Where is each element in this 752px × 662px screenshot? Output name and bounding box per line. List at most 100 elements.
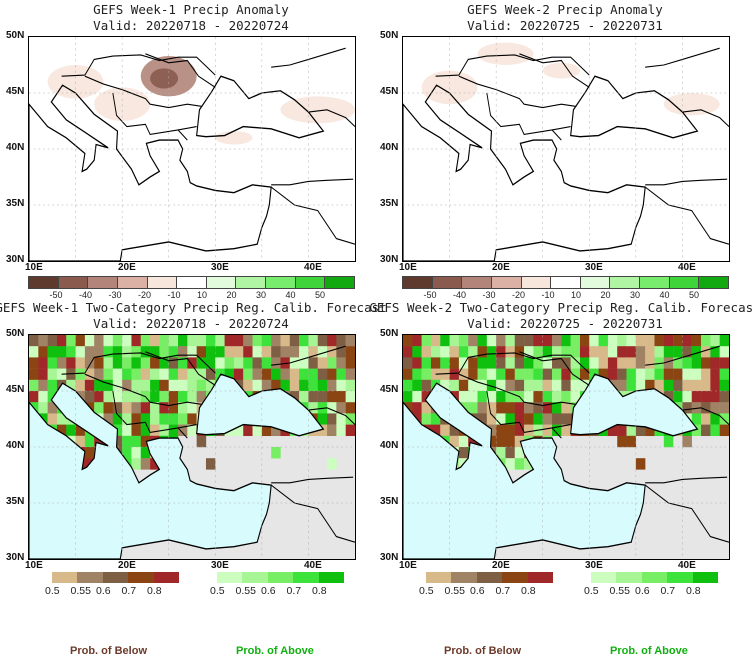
grid-cell [673,368,683,381]
country-border [645,47,720,68]
grid-cell [710,379,720,392]
colorbar-swatch [325,277,355,288]
grid-cell [542,379,553,392]
colorbar-label: 0.7 [286,585,302,597]
colorbar-label: -40 [79,290,93,300]
coastline [29,84,272,261]
grid-cell [159,357,169,369]
grid-cell [243,368,253,381]
grid-cell [187,368,197,381]
grid-cell [505,402,515,414]
grid-cell [94,357,104,369]
grid-cell [150,402,160,414]
grid-cell [168,368,179,381]
lon-tick-label: 20E [492,262,510,273]
grid-cell [336,379,346,392]
colorbar-swatch [88,277,118,288]
grid-cell [299,379,309,392]
grid-cell [140,402,151,414]
colorbar-swatch [692,572,719,583]
grid-cell [458,368,469,381]
country-border [177,427,188,439]
grid-cell [412,357,422,369]
grid-cell [486,368,497,381]
grid-cell [570,368,581,381]
grid-cell [458,435,469,448]
grid-cell [140,435,151,448]
grid-cell [421,346,432,358]
grid-cell [701,346,711,358]
grid-cell [159,413,169,425]
grid-cell [112,391,123,403]
grid-cell [421,335,432,347]
anomaly-area [663,93,720,116]
grid-cell [224,346,235,358]
country-border [682,109,729,128]
grid-cell [486,357,497,369]
grid-cell [626,357,637,369]
grid-cell [533,413,543,425]
colorbar-swatch [153,572,180,583]
grid-cell [103,379,114,392]
grid-cell [682,435,692,448]
colorbar-label: 0.8 [147,585,162,597]
grid-cell [224,335,235,347]
colorbar-label: 20 [600,290,611,300]
grid-cell [440,335,450,347]
grid-cell [243,335,253,347]
grid-cell [317,346,328,358]
grid-cell [421,391,432,403]
grid-cell [327,357,337,369]
grid-cell [617,435,627,448]
grid-cell [140,458,151,470]
lat-tick-label: 45N [6,384,25,395]
grid-cell [617,379,627,392]
grid-cell [486,335,497,347]
colorbar-swatch [667,572,693,583]
grid-cell [505,435,515,448]
lat-tick-label: 45N [6,86,25,97]
grid-cell [205,357,216,369]
panel-title: GEFS Week-1 Two-Category Precip Reg. Cal… [0,300,387,315]
lat-tick-label: 40N [380,142,399,153]
grid-cell [701,391,711,403]
grid-cell [103,413,114,425]
grid-cell [243,379,253,392]
grid-cell [496,402,506,414]
grid-cell [691,368,702,381]
grid-cell [178,424,188,437]
grid-cell [412,335,422,347]
grid-cell [524,413,534,425]
grid-cell [719,424,729,437]
country-border [271,47,346,68]
grid-cell [252,357,263,369]
valid-dates: Valid: 20220725 - 20220731 [467,18,663,33]
colorbar-swatch [318,572,345,583]
grid-cell [663,379,674,392]
grid-cell [412,379,422,392]
grid-cell [150,379,160,392]
grid-cell [289,357,300,369]
valid-dates: Valid: 20220718 - 20220724 [93,316,289,331]
grid-cell [131,335,141,347]
grid-cell [103,357,114,369]
grid-cell [261,346,272,358]
grid-cell [84,447,95,459]
grid-cell [449,435,460,448]
grid-cell [635,458,646,470]
country-border [645,476,728,484]
country-border [145,53,216,88]
colorbar-label: 0.5 [584,585,599,597]
below-colorbar [52,572,180,583]
country-border [84,75,203,109]
grid-cell [94,379,104,392]
grid-cell [178,402,188,414]
grid-cell [514,379,525,392]
grid-cell [280,379,290,392]
grid-cell [345,424,355,437]
grid-cell [663,357,674,369]
colorbar-label: 0.6 [261,585,276,597]
grid-cell [682,368,692,381]
grid-cell [205,335,216,347]
grid-cell [122,435,132,448]
